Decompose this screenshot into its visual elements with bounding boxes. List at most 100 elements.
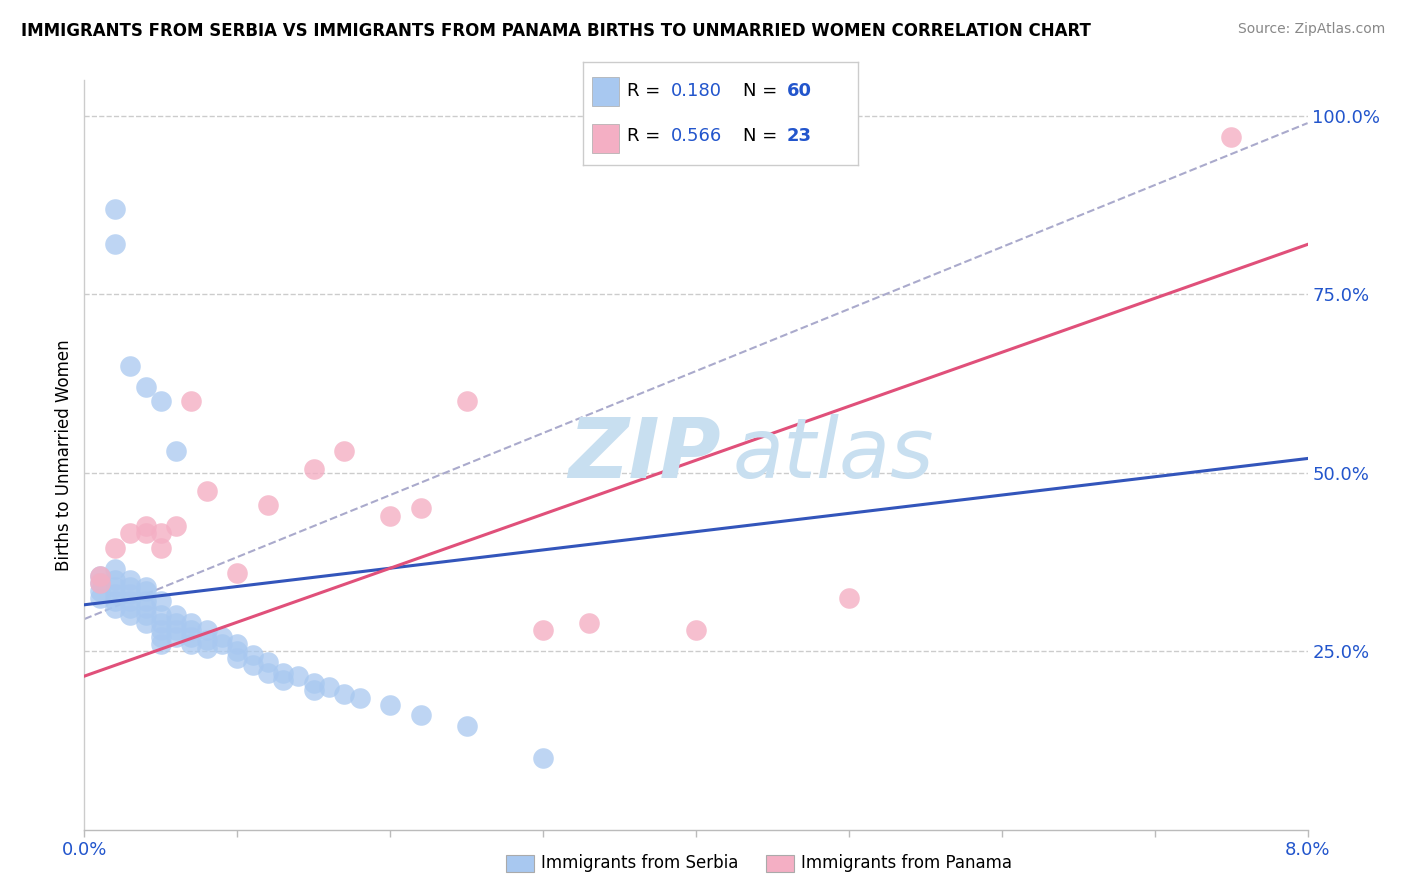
Point — [135, 601, 157, 615]
Point — [242, 648, 264, 662]
Point — [456, 719, 478, 733]
Point — [149, 623, 172, 637]
Point — [149, 541, 172, 555]
Point — [409, 708, 432, 723]
Point — [104, 573, 127, 587]
Point — [135, 580, 157, 594]
Point — [838, 591, 860, 605]
Point — [180, 394, 202, 409]
Text: 0.180: 0.180 — [671, 82, 723, 100]
Point — [257, 665, 280, 680]
Point — [195, 483, 218, 498]
Text: atlas: atlas — [733, 415, 935, 495]
Point — [271, 665, 294, 680]
Point — [257, 655, 280, 669]
Point — [226, 651, 249, 665]
Point — [120, 608, 142, 623]
Point — [226, 644, 249, 658]
Point — [531, 623, 554, 637]
Point — [226, 566, 249, 580]
Text: 60: 60 — [786, 82, 811, 100]
Point — [165, 608, 187, 623]
Point — [165, 615, 187, 630]
Point — [104, 580, 127, 594]
Point — [120, 573, 142, 587]
Point — [165, 623, 187, 637]
Point — [380, 698, 402, 712]
Point — [333, 444, 356, 458]
Point — [349, 690, 371, 705]
Point — [287, 669, 309, 683]
Point — [257, 498, 280, 512]
Y-axis label: Births to Unmarried Women: Births to Unmarried Women — [55, 339, 73, 571]
Point — [195, 640, 218, 655]
Point — [165, 444, 187, 458]
Point — [242, 658, 264, 673]
Point — [135, 583, 157, 598]
Point — [89, 591, 111, 605]
Point — [120, 526, 142, 541]
Point — [89, 576, 111, 591]
Point — [1220, 130, 1243, 145]
Point — [180, 637, 202, 651]
Point — [380, 508, 402, 523]
Point — [318, 680, 340, 694]
Point — [271, 673, 294, 687]
Text: 23: 23 — [786, 128, 811, 145]
Point — [104, 202, 127, 216]
Text: IMMIGRANTS FROM SERBIA VS IMMIGRANTS FROM PANAMA BIRTHS TO UNMARRIED WOMEN CORRE: IMMIGRANTS FROM SERBIA VS IMMIGRANTS FRO… — [21, 22, 1091, 40]
Point — [195, 623, 218, 637]
Point — [135, 526, 157, 541]
Point — [685, 623, 707, 637]
Point — [120, 601, 142, 615]
Point — [409, 501, 432, 516]
Point — [531, 751, 554, 765]
Point — [578, 615, 600, 630]
Text: 0.566: 0.566 — [671, 128, 723, 145]
Point — [135, 594, 157, 608]
Point — [165, 519, 187, 533]
Point — [104, 601, 127, 615]
Point — [149, 608, 172, 623]
Point — [120, 594, 142, 608]
Point — [135, 380, 157, 394]
Point — [149, 394, 172, 409]
Point — [120, 587, 142, 601]
Point — [135, 608, 157, 623]
Point — [89, 583, 111, 598]
Point — [149, 630, 172, 644]
Point — [104, 594, 127, 608]
Point — [302, 462, 325, 476]
Text: R =: R = — [627, 82, 666, 100]
Point — [180, 623, 202, 637]
Point — [135, 615, 157, 630]
Point — [104, 237, 127, 252]
Text: N =: N = — [742, 128, 783, 145]
Point — [120, 580, 142, 594]
FancyBboxPatch shape — [592, 77, 619, 105]
Text: ZIP: ZIP — [568, 415, 720, 495]
Point — [104, 562, 127, 576]
Point — [226, 637, 249, 651]
Point — [302, 683, 325, 698]
Point — [135, 519, 157, 533]
Point — [149, 594, 172, 608]
Point — [456, 394, 478, 409]
Text: N =: N = — [742, 82, 783, 100]
Point — [149, 637, 172, 651]
Point — [165, 630, 187, 644]
Point — [89, 569, 111, 583]
Text: Source: ZipAtlas.com: Source: ZipAtlas.com — [1237, 22, 1385, 37]
FancyBboxPatch shape — [592, 124, 619, 153]
Point — [195, 633, 218, 648]
Point — [180, 630, 202, 644]
Point — [211, 637, 233, 651]
Point — [149, 615, 172, 630]
Point — [180, 615, 202, 630]
Point — [104, 587, 127, 601]
Point — [89, 569, 111, 583]
Text: Immigrants from Serbia: Immigrants from Serbia — [541, 855, 738, 872]
Point — [149, 526, 172, 541]
Point — [302, 676, 325, 690]
Text: R =: R = — [627, 128, 666, 145]
